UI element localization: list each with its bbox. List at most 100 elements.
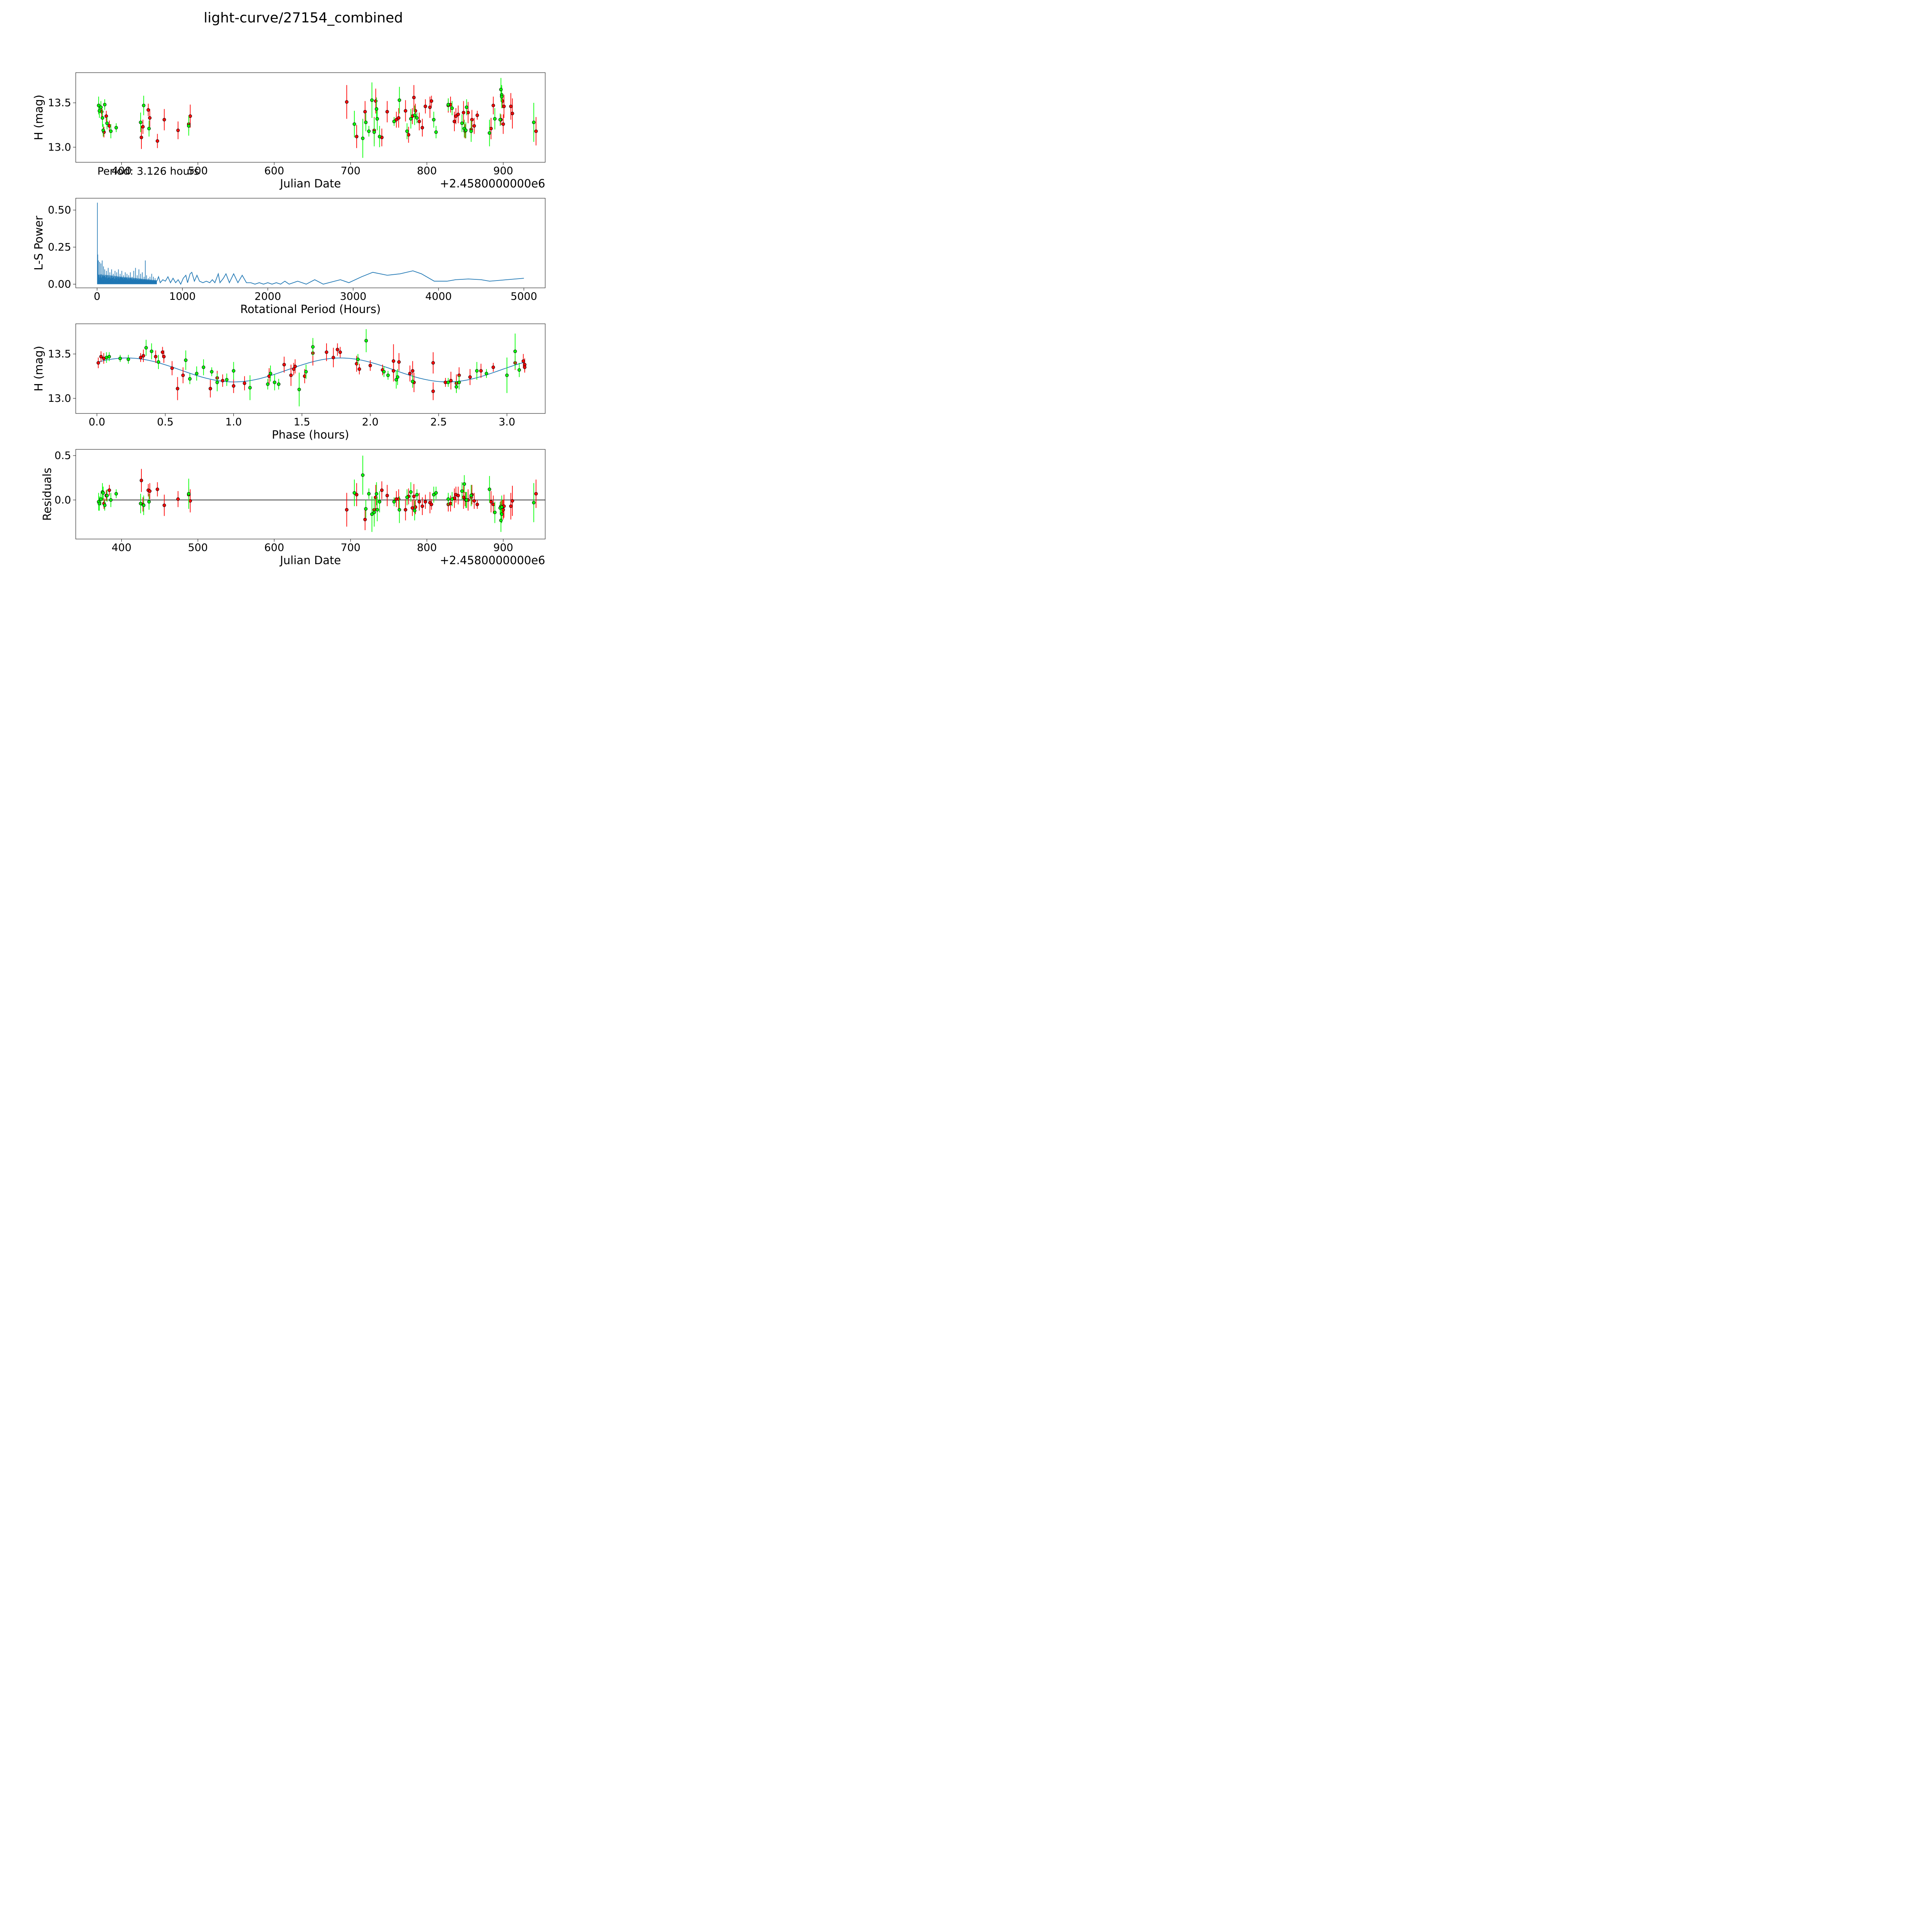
data-point [364,339,368,343]
data-point [521,359,525,363]
x-axis-offset-label: +2.4580000000e6 [440,177,545,190]
y-tick-label: 13.5 [48,348,71,360]
chart-panel-1: 400 500 600 700 800 900 13.0 13.5 Julian Date H (… [32,72,546,190]
data-point [225,378,229,382]
x-axis-label: Rotational Period (Hours) [240,303,381,316]
y-tick-label: 0.50 [48,204,71,216]
data-point [450,106,454,110]
data-point [363,517,367,521]
periodogram-spikes [97,202,157,284]
data-point [403,508,407,512]
data-point [188,377,192,381]
y-tick-label: 13.5 [48,97,71,109]
data-point [375,508,379,512]
data-point [352,491,356,495]
data-point [367,492,371,496]
data-point [355,493,359,497]
x-tick-label: 600 [264,542,284,554]
data-point [460,489,464,493]
data-point [397,116,401,120]
data-point [364,507,368,511]
series-red [96,340,527,400]
data-point [423,104,427,108]
data-point [304,370,308,374]
data-point [154,355,158,359]
y-axis-label: H (mag) [32,95,45,140]
data-point [345,100,349,104]
data-point [431,361,435,365]
data-point [99,497,103,501]
data-point [449,379,453,383]
data-point [367,129,371,133]
x-tick-label: 2.5 [430,416,447,428]
y-axis-label: L-S Power [32,216,45,270]
data-point [325,350,328,354]
series-green [105,329,521,406]
data-point [408,372,412,376]
data-point [392,500,396,504]
data-point [139,478,143,482]
data-point [420,126,424,129]
x-tick-label: 1.0 [225,416,242,428]
data-point [146,108,150,112]
data-point [96,361,100,365]
data-point [221,379,224,383]
chart-panels: 400 500 600 700 800 900 13.0 13.5 Julian Date H (… [32,72,546,567]
data-point [499,519,503,522]
data-point [156,360,160,364]
x-tick-label: 4000 [425,291,452,303]
x-axis-label: Julian Date [279,554,341,567]
data-point [434,491,438,495]
data-point [509,504,513,508]
y-tick-label: 13.0 [48,141,71,153]
data-point [500,505,503,509]
data-point [141,354,145,358]
y-tick-label: 0.5 [54,450,71,462]
data-point [107,488,111,492]
data-point [409,490,413,494]
data-point [374,107,378,111]
data-point [392,119,396,123]
data-point [423,500,427,504]
data-point [492,366,495,369]
data-point [162,503,166,507]
data-point [155,139,159,143]
data-point [475,502,479,506]
data-point [488,131,492,135]
data-point [523,366,527,369]
data-point [385,110,389,114]
data-point [396,375,400,379]
data-point [148,116,152,120]
data-point [273,381,277,384]
data-point [410,506,414,510]
data-point [415,116,419,120]
data-point [232,384,236,388]
data-point [101,491,105,495]
data-point [452,119,456,123]
data-point [162,355,166,359]
data-point [493,117,497,121]
data-point [184,358,188,362]
data-point [176,497,180,501]
y-tick-label: 0.0 [54,494,71,506]
data-point [195,372,199,376]
data-point [215,381,219,384]
figure: light-curve/27154_combined Period: 3.126… [0,0,601,601]
data-point [413,113,417,117]
data-point [345,508,349,512]
data-point [432,118,436,122]
data-point [411,379,415,383]
data-point [457,381,461,384]
data-point [454,385,458,389]
data-point [532,121,536,124]
data-point [144,346,148,350]
series-green [97,456,536,532]
data-point [398,508,401,512]
data-point [107,124,111,128]
y-tick-label: 13.0 [48,393,71,405]
data-point [269,372,272,376]
x-tick-label: 700 [340,165,361,177]
data-point [97,502,101,505]
x-tick-label: 5000 [510,291,537,303]
data-point [386,373,390,377]
